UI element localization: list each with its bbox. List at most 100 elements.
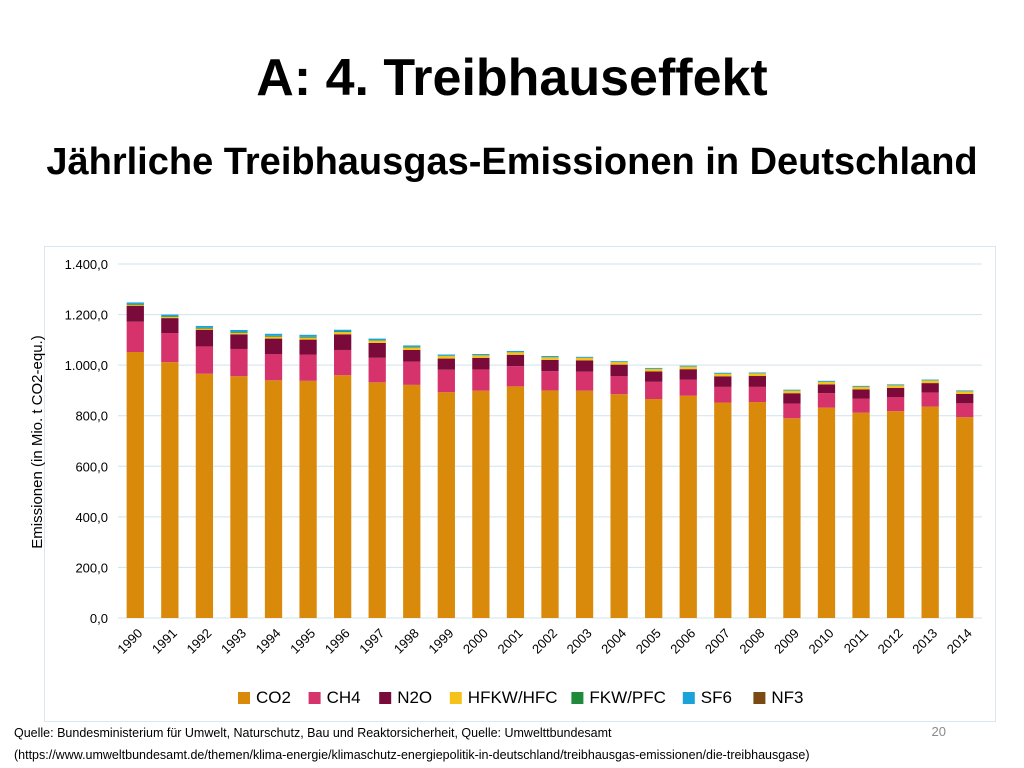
bar-segment-n2o-1993 xyxy=(230,334,248,349)
bar-segment-hfkw-hfc-1994 xyxy=(264,336,283,339)
x-tick-label: 2013 xyxy=(909,626,940,657)
page-number: 20 xyxy=(931,724,946,739)
bar-segment-fkw-pfc-1992 xyxy=(195,327,214,329)
x-tick-label: 1998 xyxy=(391,626,422,657)
bar-segment-n2o-1996 xyxy=(334,334,352,350)
x-tick-label: 2000 xyxy=(460,626,491,657)
bar-segment-co2-1992 xyxy=(195,373,214,618)
bar-segment-ch4-1991 xyxy=(161,333,179,363)
bar-segment-co2-2001 xyxy=(506,386,525,618)
bar-segment-hfkw-hfc-2005 xyxy=(645,368,663,372)
bar-segment-sf6-1998 xyxy=(403,345,421,347)
bar-segment-hfkw-hfc-1995 xyxy=(299,337,317,340)
bar-segment-n2o-2006 xyxy=(679,369,697,380)
bar-segment-hfkw-hfc-2000 xyxy=(472,355,490,358)
legend-label: CO2 xyxy=(256,688,291,707)
bar-segment-sf6-1991 xyxy=(161,314,179,317)
bar-segment-co2-2007 xyxy=(714,402,732,618)
bar-segment-co2-1991 xyxy=(161,362,179,618)
bar-segment-ch4-2014 xyxy=(956,403,974,418)
bar-segment-ch4-2003 xyxy=(575,371,594,391)
x-tick-label: 2008 xyxy=(736,626,767,657)
chart-area xyxy=(44,246,996,722)
bar-segment-ch4-2006 xyxy=(679,379,697,396)
bar-segment-ch4-1998 xyxy=(403,361,421,385)
bar-segment-hfkw-hfc-2009 xyxy=(783,390,801,394)
bar-segment-hfkw-hfc-1990 xyxy=(126,304,144,306)
bar-segment-sf6-2007 xyxy=(714,372,732,374)
bar-segment-sf6-1994 xyxy=(264,333,283,336)
legend-swatch xyxy=(449,692,462,704)
slide-title: A: 4. Treibhauseffekt xyxy=(256,49,768,107)
legend-swatch xyxy=(308,692,321,704)
bar-segment-sf6-2005 xyxy=(645,367,663,369)
x-tick-label: 2001 xyxy=(495,626,526,657)
bar-segment-n2o-2014 xyxy=(956,393,974,404)
legend-swatch xyxy=(753,692,766,704)
bar-segment-co2-2014 xyxy=(956,417,974,618)
bar-segment-co2-2002 xyxy=(541,390,559,618)
bar-segment-n2o-2004 xyxy=(610,364,628,377)
bar-segment-n2o-1995 xyxy=(299,339,317,355)
bar-segment-ch4-2011 xyxy=(852,398,870,413)
x-tick-label: 1995 xyxy=(287,626,318,657)
bar-segment-co2-2010 xyxy=(817,407,836,618)
bar-segment-n2o-2005 xyxy=(645,371,663,382)
bar-segment-hfkw-hfc-2013 xyxy=(921,380,939,384)
bar-segment-hfkw-hfc-1992 xyxy=(195,328,214,330)
bar-segment-hfkw-hfc-2002 xyxy=(541,357,559,360)
bar-segment-ch4-2009 xyxy=(783,403,801,419)
bar-segment-hfkw-hfc-2003 xyxy=(575,357,594,361)
x-tick-label: 2011 xyxy=(841,626,871,656)
bar-segment-n2o-1991 xyxy=(161,318,179,334)
bar-segment-ch4-1990 xyxy=(126,321,144,352)
source-footer: Quelle: Bundesministerium für Umwelt, Na… xyxy=(14,722,974,766)
bar-segment-hfkw-hfc-2008 xyxy=(748,373,766,377)
bar-segment-ch4-2008 xyxy=(748,386,766,403)
bar-segment-fkw-pfc-1996 xyxy=(334,331,352,333)
x-tick-label: 1990 xyxy=(114,626,145,657)
y-axis-label: Emissionen (in Mio. t CO2-equ.) xyxy=(29,335,46,548)
bar-segment-hfkw-hfc-1996 xyxy=(334,332,352,335)
bar-segment-n2o-2013 xyxy=(921,383,939,393)
x-tick-label: 2003 xyxy=(564,626,595,657)
bar-segment-co2-1996 xyxy=(334,375,352,618)
bar-segment-co2-2005 xyxy=(645,399,663,618)
bar-segment-co2-2008 xyxy=(748,402,766,618)
x-tick-label: 2007 xyxy=(702,626,733,657)
chart-title: Jährliche Treibhausgas-Emissionen in Deu… xyxy=(46,141,978,183)
bar-segment-ch4-1993 xyxy=(230,348,248,377)
bar-segment-sf6-1999 xyxy=(437,354,455,356)
bar-segment-hfkw-hfc-1991 xyxy=(161,316,179,319)
legend-swatch xyxy=(238,692,250,704)
bar-segment-hfkw-hfc-1997 xyxy=(368,340,386,343)
bar-segment-sf6-2011 xyxy=(852,385,870,387)
bar-segment-co2-2009 xyxy=(783,418,801,618)
bar-segment-ch4-2010 xyxy=(817,393,836,408)
bar-segment-hfkw-hfc-2012 xyxy=(886,385,905,388)
y-tick-label: 200,0 xyxy=(75,560,108,575)
bar-segment-fkw-pfc-1990 xyxy=(126,303,144,305)
bar-segment-co2-2012 xyxy=(886,411,905,618)
source-line-1: Quelle: Bundesministerium für Umwelt, Na… xyxy=(14,726,612,740)
bar-segment-co2-1997 xyxy=(368,382,386,618)
bar-segment-sf6-1992 xyxy=(195,325,214,328)
legend-label: CH4 xyxy=(327,688,361,707)
bar-segment-sf6-2006 xyxy=(679,365,697,367)
bar-segment-n2o-2010 xyxy=(817,384,836,394)
bar-segment-sf6-2002 xyxy=(541,356,559,358)
bar-segment-hfkw-hfc-1993 xyxy=(230,332,248,335)
bar-segment-hfkw-hfc-2001 xyxy=(506,352,525,355)
bar-segment-n2o-1990 xyxy=(126,305,144,322)
y-tick-label: 1.400,0 xyxy=(65,257,108,272)
x-tick-label: 2012 xyxy=(875,626,906,657)
bar-segment-sf6-1996 xyxy=(334,329,352,332)
bar-segment-hfkw-hfc-2014 xyxy=(956,391,974,394)
x-tick-label: 1992 xyxy=(183,626,214,657)
bar-segment-ch4-2001 xyxy=(506,366,525,387)
bar-segment-co2-2006 xyxy=(679,395,697,618)
x-tick-label: 2009 xyxy=(771,626,802,657)
bar-segment-co2-2004 xyxy=(610,394,628,618)
x-tick-label: 2010 xyxy=(806,626,837,657)
